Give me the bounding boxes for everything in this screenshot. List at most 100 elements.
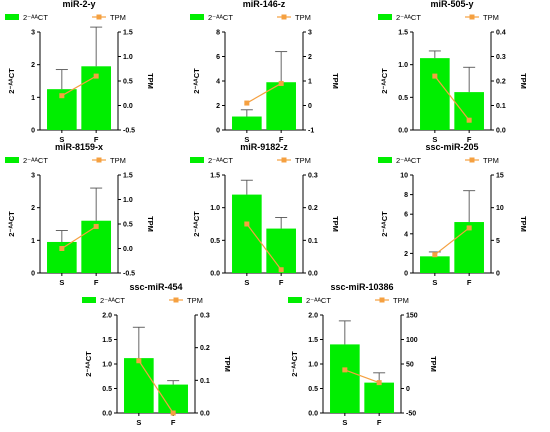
right-tick-label: 150 [406,313,418,320]
left-tick-label: 4 [216,79,220,86]
legend-swatch-bar [378,14,392,20]
chart-panel-2: miR-146-z 2⁻ᴬᴬCT TPM 0 2 4 6 8 -1 0 1 2 3 2⁻ᴬᴬCT TPM S F [190,0,340,144]
right-tick-label: 1.5 [123,173,133,180]
legend-label-tpm: TPM [393,296,409,305]
tpm-point-F [466,225,472,231]
right-axis-label: TPM [146,73,155,89]
right-tick-label: 1 [308,79,312,86]
left-tick-label: 1.0 [398,62,408,69]
right-tick-label: -1 [308,128,314,135]
chart-title: miR-9182-z [240,142,288,152]
left-tick-label: 2.0 [102,313,112,320]
legend-swatch-bar [5,14,19,20]
left-tick-label: 1.0 [308,362,318,369]
bar-F [266,82,296,130]
bar-F [266,228,296,273]
right-tick-label: 0.4 [496,30,506,37]
right-tick-label: 0.3 [308,173,318,180]
tpm-point-S [244,221,250,227]
right-tick-label: 0.2 [308,205,318,212]
left-tick-label: 0.5 [102,386,112,393]
right-tick-label: 1.0 [123,197,133,204]
bar-S [420,256,450,273]
right-tick-label: 0.2 [496,79,506,86]
right-axis-label: TPM [429,356,438,372]
left-tick-label: 6 [404,212,408,219]
bar-S [232,116,262,130]
legend-label-bar: 2⁻ᴬᴬCT [23,13,48,22]
left-tick-label: 0.0 [398,128,408,135]
right-tick-label: 15 [496,173,504,180]
left-axis-label: 2⁻ᴬᴬCT [7,211,16,237]
right-tick-label: 5 [496,238,500,245]
left-axis-label: 2⁻ᴬᴬCT [192,211,201,237]
left-tick-label: 0.0 [102,411,112,418]
tpm-point-F [278,80,284,86]
tpm-line [434,75,470,121]
left-tick-label: 3 [31,30,35,37]
legend-label-bar: 2⁻ᴬᴬCT [396,156,421,165]
x-category-label: S [59,278,64,287]
chart-title: ssc-miR-454 [129,282,182,292]
right-tick-label: 0 [308,103,312,110]
legend-marker-tpm [469,14,475,20]
left-tick-label: 0.0 [210,271,220,278]
tpm-line [246,223,282,271]
left-tick-label: 1 [31,238,35,245]
x-category-label: F [94,278,99,287]
chart-panel-8: ssc-miR-10386 2⁻ᴬᴬCT TPM 0.0 0.5 1.0 1.5 2.0 -50… [288,282,438,427]
right-tick-label: 0.3 [496,54,506,61]
right-tick-label: 0.0 [123,246,133,253]
x-category-label: S [244,135,249,144]
right-tick-label: -50 [406,411,416,418]
left-tick-label: 1.0 [102,362,112,369]
x-category-label: F [94,135,99,144]
tpm-line [344,369,380,384]
tpm-point-S [432,252,438,258]
legend-label-tpm: TPM [295,156,311,165]
right-tick-label: 0.1 [308,238,318,245]
bar-S [330,344,360,413]
bar-F [454,92,484,130]
legend-swatch-bar [288,297,302,303]
legend-label-bar: 2⁻ᴬᴬCT [23,156,48,165]
chart-panel-7: ssc-miR-454 2⁻ᴬᴬCT TPM 0.0 0.5 1.0 1.5 2.0 0.0 0.… [82,282,232,427]
right-tick-label: 10 [496,205,504,212]
x-category-label: S [432,135,437,144]
right-tick-label: 0.0 [123,103,133,110]
tpm-point-S [432,73,438,79]
legend-label-bar: 2⁻ᴬᴬCT [100,296,125,305]
left-axis-label: 2⁻ᴬᴬCT [290,351,299,377]
left-tick-label: 6 [216,54,220,61]
tpm-point-S [342,367,348,373]
tpm-line [61,75,97,97]
tpm-line [246,82,282,104]
left-tick-label: 2 [31,205,35,212]
legend-label-tpm: TPM [483,156,499,165]
left-tick-label: 1.5 [102,337,112,344]
chart-title: ssc-miR-10386 [330,282,393,292]
left-tick-label: 4 [404,231,408,238]
left-tick-label: 0.0 [308,411,318,418]
legend-marker-tpm [281,14,287,20]
x-category-label: F [467,278,472,287]
right-axis-label: TPM [331,216,340,232]
right-tick-label: 100 [406,337,418,344]
tpm-point-F [93,223,99,229]
right-tick-label: 0.0 [308,271,318,278]
bar-S [232,194,262,273]
x-category-label: S [136,418,141,427]
chart-title: miR-8159-x [55,142,103,152]
legend-swatch-bar [82,297,96,303]
chart-panel-1: miR-2-y 2⁻ᴬᴬCT TPM 0 1 2 3 -0.5 0.0 0.5 1.0 1.5 2⁻ᴬᴬ… [5,0,155,144]
x-category-label: F [279,135,284,144]
legend-swatch-bar [378,157,392,163]
legend-label-tpm: TPM [483,13,499,22]
bar-S [420,58,450,131]
x-category-label: F [279,278,284,287]
left-tick-label: 2 [404,251,408,258]
x-category-label: F [171,418,176,427]
left-tick-label: 0 [216,128,220,135]
legend-marker-tpm [281,157,287,163]
right-axis-label: TPM [519,216,528,232]
